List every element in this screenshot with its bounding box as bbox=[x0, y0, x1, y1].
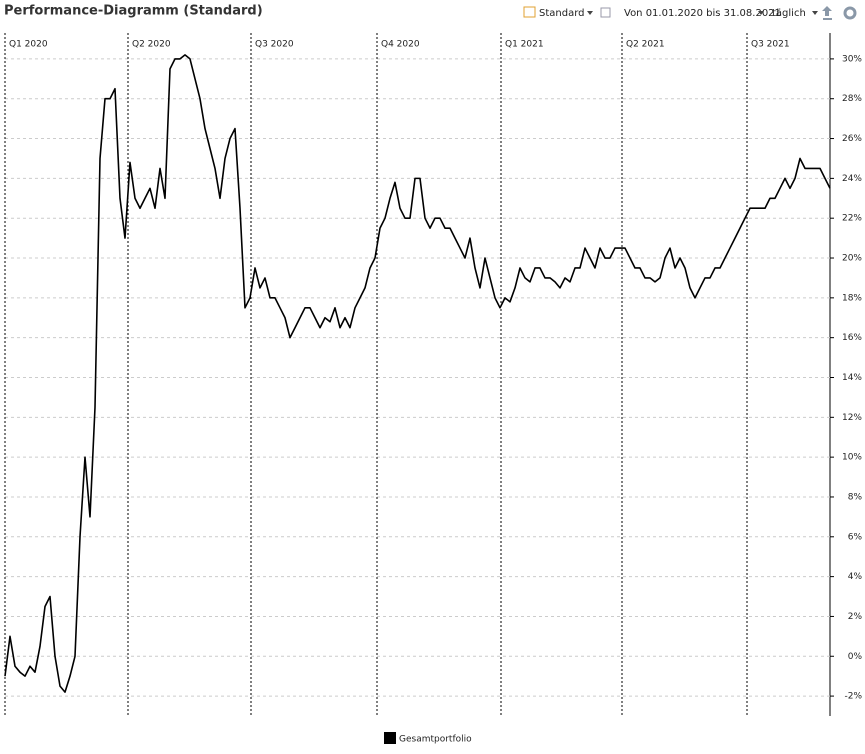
x-tick-label: Q1 2021 bbox=[505, 40, 544, 50]
y-tick-label: 24% bbox=[842, 174, 862, 184]
view-select[interactable]: Standard bbox=[539, 8, 585, 19]
calendar-icon[interactable] bbox=[523, 6, 536, 18]
y-tick-label: 20% bbox=[842, 254, 862, 264]
x-tick-label: Q2 2020 bbox=[132, 40, 171, 50]
x-tick-label: Q4 2020 bbox=[381, 40, 420, 50]
x-tick-label: Q2 2021 bbox=[626, 40, 665, 50]
y-tick-label: 18% bbox=[842, 293, 862, 303]
y-tick-label: 30% bbox=[842, 54, 862, 64]
chart-title: Performance-Diagramm (Standard) bbox=[4, 4, 263, 19]
y-tick-label: 0% bbox=[848, 652, 863, 662]
dropdown-arrow[interactable] bbox=[587, 11, 593, 15]
x-tick-label: Q3 2021 bbox=[751, 40, 790, 50]
export-icon[interactable] bbox=[822, 6, 832, 20]
dropdown-arrow[interactable] bbox=[812, 11, 818, 15]
line-series bbox=[4, 54, 831, 693]
y-tick-label: -2% bbox=[844, 692, 862, 702]
y-tick-label: 2% bbox=[848, 612, 863, 622]
y-tick-label: 12% bbox=[842, 413, 862, 423]
legend-swatch bbox=[384, 732, 396, 744]
y-tick-label: 6% bbox=[848, 532, 863, 542]
interval-select[interactable]: täglich bbox=[772, 8, 806, 19]
y-tick-label: 8% bbox=[848, 492, 863, 502]
date-range[interactable]: Von 01.01.2020 bis 31.08.2021 bbox=[624, 8, 781, 19]
y-tick-label: 10% bbox=[842, 453, 862, 463]
legend-label: Gesamtportfolio bbox=[399, 735, 472, 745]
settings-icon[interactable] bbox=[843, 6, 857, 20]
y-tick-label: 22% bbox=[842, 214, 862, 224]
y-tick-label: 28% bbox=[842, 94, 862, 104]
y-tick-label: 4% bbox=[848, 572, 863, 582]
y-tick-label: 16% bbox=[842, 333, 862, 343]
date-icon[interactable] bbox=[600, 7, 611, 18]
x-tick-label: Q1 2020 bbox=[9, 40, 48, 50]
x-tick-label: Q3 2020 bbox=[255, 40, 294, 50]
y-tick-label: 14% bbox=[842, 373, 862, 383]
dropdown-arrow[interactable] bbox=[758, 11, 764, 15]
y-tick-label: 26% bbox=[842, 134, 862, 144]
